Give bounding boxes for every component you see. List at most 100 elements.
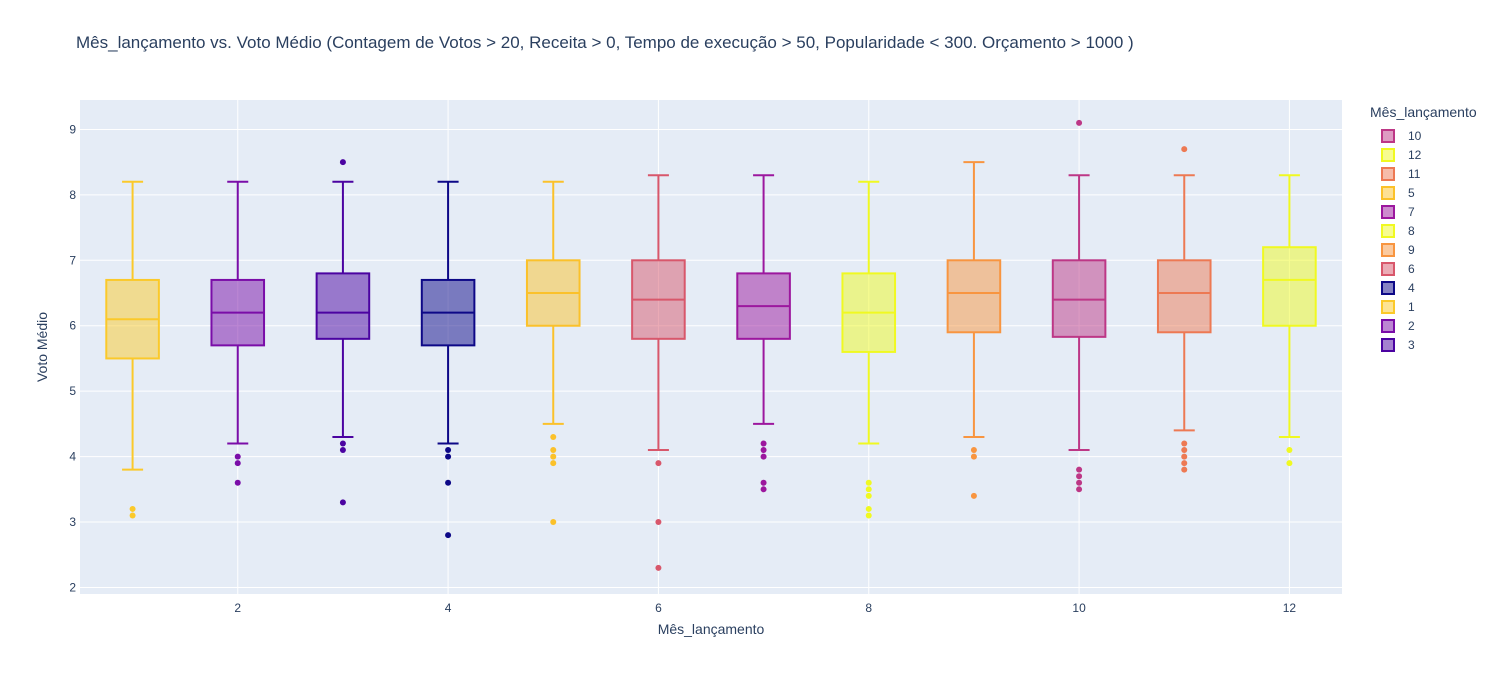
y-tick-label: 3: [69, 515, 76, 529]
outlier-point: [1181, 146, 1188, 153]
box-month-10: [1051, 119, 1107, 493]
x-tick-label: 6: [655, 601, 662, 615]
outlier-point: [339, 447, 346, 454]
x-tick-label: 12: [1283, 601, 1297, 615]
legend-item-11[interactable]: 11: [1370, 164, 1477, 183]
y-tick-labels: 2 3 4 5 6 7 8 9: [69, 122, 76, 594]
outlier-point: [970, 453, 977, 460]
outlier-point: [1076, 473, 1083, 480]
x-tick-label: 8: [865, 601, 872, 615]
outlier-point: [234, 479, 241, 486]
x-tick-label: 4: [445, 601, 452, 615]
legend-swatch: [1381, 128, 1395, 143]
legend-swatch: [1381, 242, 1395, 257]
y-tick-label: 5: [69, 384, 76, 398]
outlier-point: [865, 479, 872, 486]
outlier-point: [1181, 447, 1188, 454]
outlier-point: [1076, 119, 1083, 126]
y-tick-label: 8: [69, 188, 76, 202]
iqr-box: [1262, 246, 1317, 327]
legend-label: 1: [1408, 299, 1415, 314]
iqr-box: [946, 259, 1002, 334]
legend-swatch: [1381, 318, 1395, 333]
legend-label: 9: [1408, 242, 1415, 257]
legend-label: 5: [1408, 185, 1415, 200]
outlier-point: [1076, 479, 1083, 486]
outlier-point: [445, 532, 452, 539]
outlier-point: [445, 479, 452, 486]
legend-item-5[interactable]: 5: [1370, 183, 1477, 202]
box-month-3: [315, 159, 371, 506]
legend-title: Mês_lançamento: [1370, 104, 1477, 120]
outlier-point: [760, 479, 767, 486]
outlier-point: [339, 440, 346, 447]
outlier-point: [550, 453, 557, 460]
outlier-point: [339, 159, 346, 166]
outlier-point: [760, 440, 767, 447]
outlier-point: [445, 447, 452, 454]
outlier-point: [1286, 447, 1293, 454]
legend-item-4[interactable]: 4: [1370, 278, 1477, 297]
legend-item-3[interactable]: 3: [1370, 335, 1477, 354]
legend-label: 4: [1408, 280, 1415, 295]
legend-swatch: [1381, 166, 1395, 181]
legend-swatch: [1381, 280, 1395, 295]
y-axis-title: Voto Médio: [34, 312, 50, 382]
legend-swatch: [1381, 299, 1395, 314]
y-tick-label: 9: [69, 122, 76, 136]
legend-item-2[interactable]: 2: [1370, 316, 1477, 335]
outlier-point: [1076, 486, 1083, 493]
legend-label: 3: [1408, 337, 1415, 352]
outlier-point: [1181, 460, 1188, 467]
box-month-2: [210, 180, 266, 486]
box-month-7: [736, 174, 791, 493]
outlier-point: [970, 492, 977, 499]
box-month-5: [525, 180, 581, 526]
plot-background: [80, 100, 1342, 594]
box-month-12: [1262, 174, 1317, 467]
outlier-point: [1181, 440, 1188, 447]
outlier-point: [339, 499, 346, 506]
legend-swatch: [1381, 223, 1395, 238]
outlier-point: [234, 453, 241, 460]
legend-item-9[interactable]: 9: [1370, 240, 1477, 259]
outlier-point: [1181, 466, 1188, 473]
box-month-4: [420, 180, 476, 539]
outlier-point: [550, 433, 557, 440]
legend-label: 10: [1408, 128, 1422, 143]
legend-items: 10 12 11 5 7 8 9 6 4 1 2 3: [1370, 126, 1477, 354]
box-month-1: [105, 180, 160, 519]
legend-item-6[interactable]: 6: [1370, 259, 1477, 278]
outlier-point: [760, 453, 767, 460]
outlier-point: [865, 486, 872, 493]
legend-swatch: [1381, 337, 1395, 352]
y-tick-label: 6: [69, 319, 76, 333]
outlier-point: [1076, 466, 1083, 473]
outlier-point: [970, 447, 977, 454]
outlier-point: [760, 447, 767, 454]
legend-label: 6: [1408, 261, 1415, 276]
legend-item-8[interactable]: 8: [1370, 221, 1477, 240]
legend-swatch: [1381, 147, 1395, 162]
legend-item-1[interactable]: 1: [1370, 297, 1477, 316]
outlier-point: [129, 512, 136, 519]
outlier-point: [550, 519, 557, 526]
legend-item-7[interactable]: 7: [1370, 202, 1477, 221]
y-tick-label: 2: [69, 580, 76, 594]
outlier-point: [655, 564, 662, 571]
outlier-point: [760, 486, 767, 493]
legend-item-12[interactable]: 12: [1370, 145, 1477, 164]
outlier-point: [550, 447, 557, 454]
y-tick-label: 4: [69, 450, 76, 464]
legend-item-10[interactable]: 10: [1370, 126, 1477, 145]
legend-swatch: [1381, 204, 1395, 219]
outlier-point: [655, 460, 662, 467]
outlier-point: [550, 460, 557, 467]
legend-swatch: [1381, 185, 1395, 200]
outlier-point: [129, 505, 136, 512]
legend-label: 2: [1408, 318, 1415, 333]
iqr-box: [1156, 259, 1212, 334]
outlier-point: [234, 460, 241, 467]
outlier-point: [445, 453, 452, 460]
